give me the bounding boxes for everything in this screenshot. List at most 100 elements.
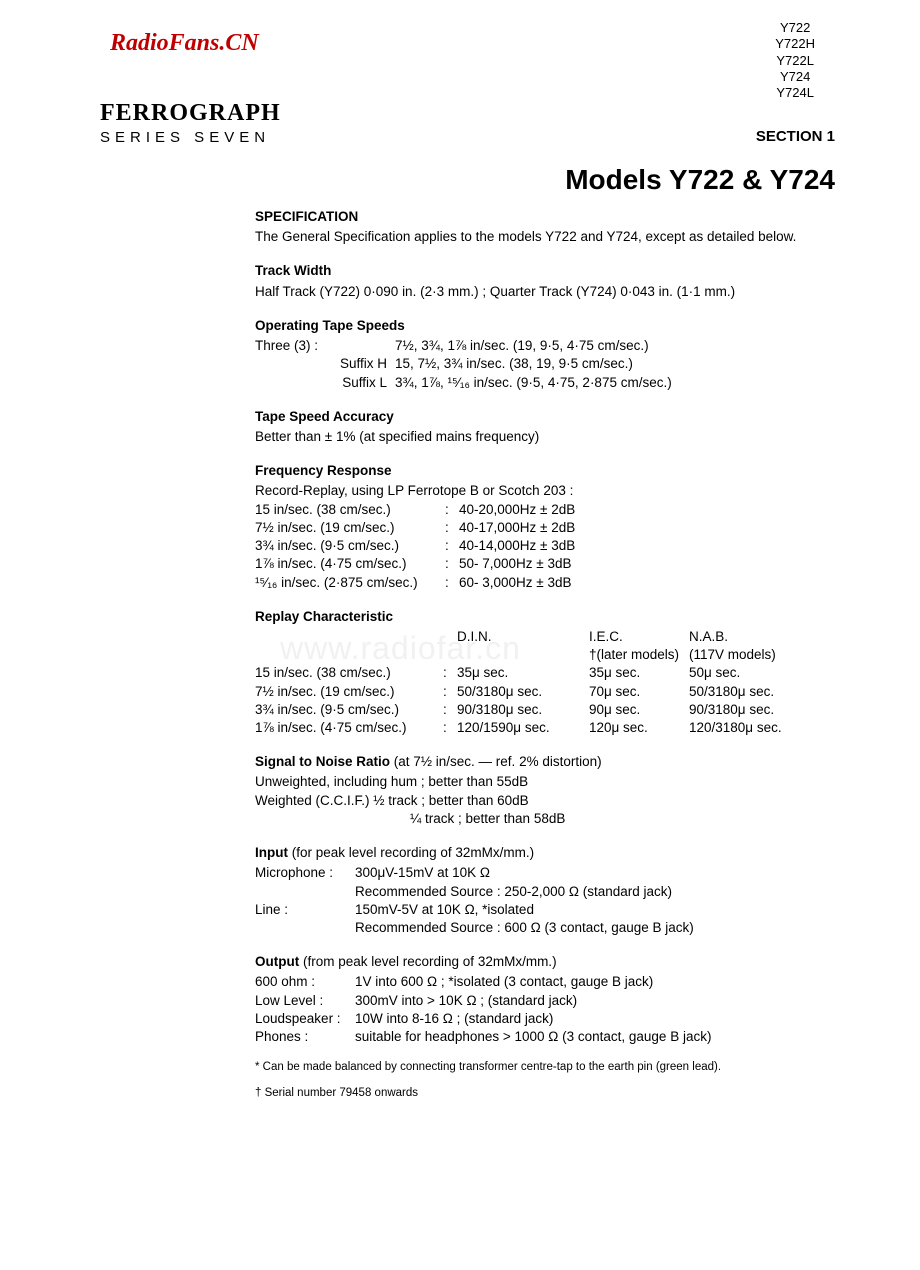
freq-response-heading: Frequency Response	[255, 462, 840, 480]
output-label: Phones :	[255, 1028, 355, 1046]
replay-head-blank	[255, 628, 443, 664]
tape-speed-val: 3¾, 1⅞, ¹⁵⁄₁₆ in/sec. (9·5, 4·75, 2·875 …	[395, 374, 672, 392]
freq-colon: :	[445, 501, 459, 519]
output-val: 10W into 8-16 Ω ; (standard jack)	[355, 1010, 840, 1028]
output-label: Low Level :	[255, 992, 355, 1010]
replay-iec: 120μ sec.	[589, 719, 689, 737]
replay-speed: 1⅞ in/sec. (4·75 cm/sec.)	[255, 719, 443, 737]
replay-row: 1⅞ in/sec. (4·75 cm/sec.) : 120/1590μ se…	[255, 719, 840, 737]
replay-head-din: D.I.N.	[457, 628, 589, 664]
output-row: Low Level : 300mV into > 10K Ω ; (standa…	[255, 992, 840, 1010]
replay-nab-label: N.A.B.	[689, 629, 728, 644]
replay-speed: 3¾ in/sec. (9·5 cm/sec.)	[255, 701, 443, 719]
tape-speed-row: Suffix H 15, 7½, 3¾ in/sec. (38, 19, 9·5…	[255, 355, 840, 373]
replay-iec-label: I.E.C.	[589, 629, 623, 644]
snr-line1: Unweighted, including hum ; better than …	[255, 773, 840, 791]
replay-nab: 120/3180μ sec.	[689, 719, 840, 737]
replay-colon: :	[443, 701, 457, 719]
model-item: Y724L	[775, 85, 815, 101]
replay-colon: :	[443, 664, 457, 682]
snr-line3: ¼ track ; better than 58dB	[410, 810, 840, 828]
freq-resp: 40-17,000Hz ± 2dB	[459, 519, 583, 537]
replay-nab: 50/3180μ sec.	[689, 683, 840, 701]
output-heading-note: (from peak level recording of 32mMx/mm.)	[299, 954, 556, 969]
freq-speed: 7½ in/sec. (19 cm/sec.)	[255, 519, 445, 537]
replay-nab-sub: (117V models)	[689, 647, 776, 662]
output-row: Phones : suitable for headphones > 1000 …	[255, 1028, 840, 1046]
spec-text: The General Specification applies to the…	[255, 228, 840, 246]
output-heading: Output (from peak level recording of 32m…	[255, 953, 840, 971]
tape-speed-prefix: Suffix L	[255, 374, 395, 392]
freq-response-intro: Record-Replay, using LP Ferrotope B or S…	[255, 482, 840, 500]
replay-din: 90/3180μ sec.	[457, 701, 589, 719]
replay-speed: 7½ in/sec. (19 cm/sec.)	[255, 683, 443, 701]
replay-row: 3¾ in/sec. (9·5 cm/sec.) : 90/3180μ sec.…	[255, 701, 840, 719]
input-mic-rec: Recommended Source : 250-2,000 Ω (standa…	[355, 883, 840, 901]
output-row: 600 ohm : 1V into 600 Ω ; *isolated (3 c…	[255, 973, 840, 991]
output-val: 1V into 600 Ω ; *isolated (3 contact, ga…	[355, 973, 840, 991]
replay-row: 7½ in/sec. (19 cm/sec.) : 50/3180μ sec. …	[255, 683, 840, 701]
freq-colon: :	[445, 519, 459, 537]
model-list: Y722 Y722H Y722L Y724 Y724L	[775, 20, 815, 101]
model-item: Y722L	[775, 53, 815, 69]
freq-colon: :	[445, 574, 459, 592]
freq-resp: 60- 3,000Hz ± 3dB	[459, 574, 583, 592]
output-row: Loudspeaker : 10W into 8-16 Ω ; (standar…	[255, 1010, 840, 1028]
replay-iec-sub: †(later models)	[589, 647, 679, 662]
footnote-2: † Serial number 79458 onwards	[255, 1086, 840, 1102]
snr-line2: Weighted (C.C.I.F.) ½ track ; better tha…	[255, 792, 840, 810]
freq-colon: :	[445, 537, 459, 555]
model-item: Y722	[775, 20, 815, 36]
replay-din: 50/3180μ sec.	[457, 683, 589, 701]
replay-nab: 90/3180μ sec.	[689, 701, 840, 719]
input-heading: Input (for peak level recording of 32mMx…	[255, 844, 840, 862]
freq-speed: 3¾ in/sec. (9·5 cm/sec.)	[255, 537, 445, 555]
input-line-val: 150mV-5V at 10K Ω, *isolated	[355, 901, 840, 919]
track-width-text: Half Track (Y722) 0·090 in. (2·3 mm.) ; …	[255, 283, 840, 301]
model-item: Y724	[775, 69, 815, 85]
spec-heading: SPECIFICATION	[255, 208, 840, 226]
speed-accuracy-heading: Tape Speed Accuracy	[255, 408, 840, 426]
input-line-label: Line :	[255, 901, 355, 919]
tape-speed-row: Suffix L 3¾, 1⅞, ¹⁵⁄₁₆ in/sec. (9·5, 4·7…	[255, 374, 840, 392]
brand-block: FERROGRAPH SERIES SEVEN	[100, 100, 840, 146]
tape-speed-row: Three (3) : 7½, 3¾, 1⅞ in/sec. (19, 9·5,…	[255, 337, 840, 355]
input-heading-text: Input	[255, 845, 288, 860]
replay-header-row: D.I.N. I.E.C. †(later models) N.A.B. (11…	[255, 628, 840, 664]
speed-accuracy-text: Better than ± 1% (at specified mains fre…	[255, 428, 840, 446]
replay-nab: 50μ sec.	[689, 664, 840, 682]
tape-speed-val: 7½, 3¾, 1⅞ in/sec. (19, 9·5, 4·75 cm/sec…	[395, 337, 649, 355]
replay-din: 120/1590μ sec.	[457, 719, 589, 737]
freq-resp: 40-14,000Hz ± 3dB	[459, 537, 583, 555]
section-label: SECTION 1	[756, 128, 835, 145]
replay-speed: 15 in/sec. (38 cm/sec.)	[255, 664, 443, 682]
watermark-top: RadioFans.CN	[110, 30, 259, 57]
freq-row: ¹⁵⁄₁₆ in/sec. (2·875 cm/sec.) : 60- 3,00…	[255, 574, 583, 592]
snr-heading-note: (at 7½ in/sec. — ref. 2% distortion)	[390, 754, 602, 769]
tape-speed-val: 15, 7½, 3¾ in/sec. (38, 19, 9·5 cm/sec.)	[395, 355, 633, 373]
input-mic-row: Microphone : 300μV-15mV at 10K Ω	[255, 864, 840, 882]
input-mic-label: Microphone :	[255, 864, 355, 882]
replay-colon: :	[443, 719, 457, 737]
output-val: 300mV into > 10K Ω ; (standard jack)	[355, 992, 840, 1010]
replay-colon: :	[443, 683, 457, 701]
track-width-heading: Track Width	[255, 262, 840, 280]
snr-heading: Signal to Noise Ratio (at 7½ in/sec. — r…	[255, 753, 840, 771]
replay-head-nab: N.A.B. (117V models)	[689, 628, 840, 664]
input-mic-val: 300μV-15mV at 10K Ω	[355, 864, 840, 882]
tape-speed-intro: Three (3) :	[255, 337, 395, 355]
tape-speed-prefix: Suffix H	[255, 355, 395, 373]
input-line-rec: Recommended Source : 600 Ω (3 contact, g…	[355, 919, 840, 937]
replay-heading: Replay Characteristic	[255, 608, 840, 626]
freq-colon: :	[445, 555, 459, 573]
freq-row: 1⅞ in/sec. (4·75 cm/sec.) : 50- 7,000Hz …	[255, 555, 583, 573]
freq-row: 15 in/sec. (38 cm/sec.) : 40-20,000Hz ± …	[255, 501, 583, 519]
replay-iec: 70μ sec.	[589, 683, 689, 701]
footnote-1: * Can be made balanced by connecting tra…	[255, 1060, 840, 1076]
replay-table: D.I.N. I.E.C. †(later models) N.A.B. (11…	[255, 628, 840, 737]
replay-row: 15 in/sec. (38 cm/sec.) : 35μ sec. 35μ s…	[255, 664, 840, 682]
replay-head-blank	[443, 628, 457, 664]
freq-response-table: 15 in/sec. (38 cm/sec.) : 40-20,000Hz ± …	[255, 501, 583, 592]
replay-iec: 90μ sec.	[589, 701, 689, 719]
freq-speed: 1⅞ in/sec. (4·75 cm/sec.)	[255, 555, 445, 573]
